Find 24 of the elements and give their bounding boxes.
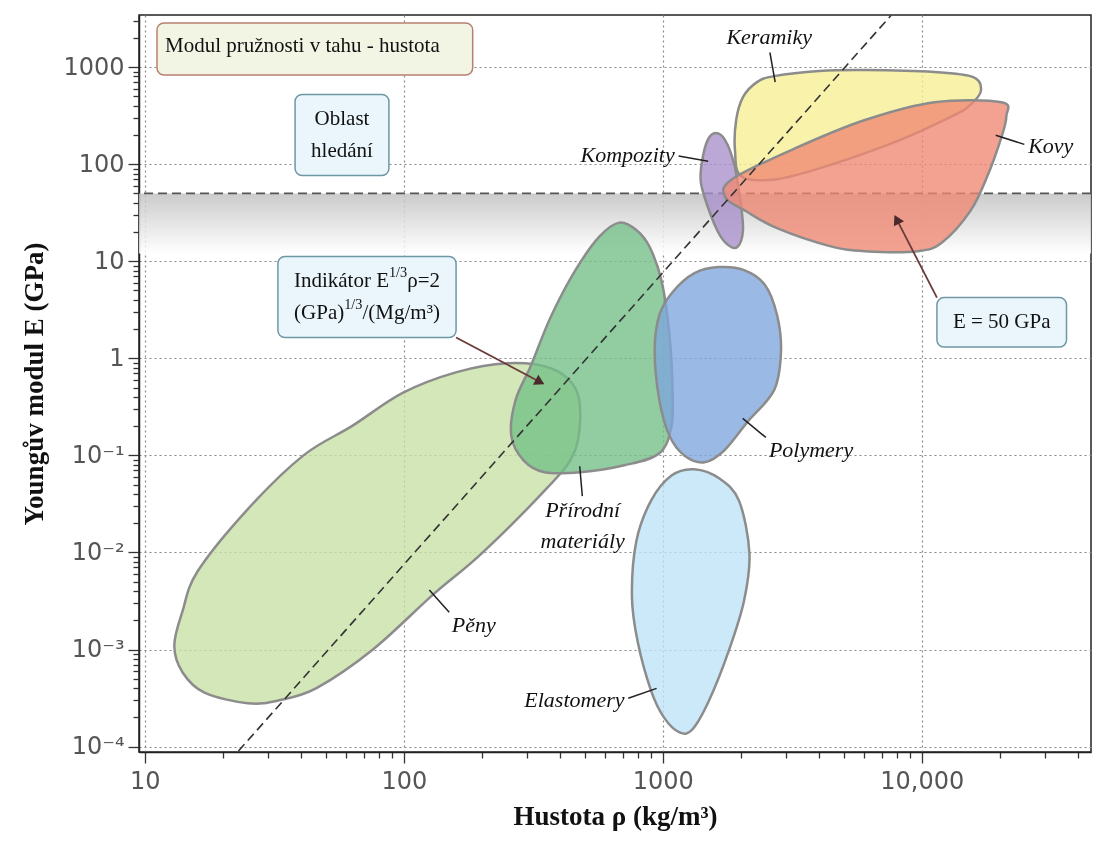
y-tick-label: 10⁻³ bbox=[71, 635, 125, 664]
series-label: Elastomery bbox=[523, 686, 625, 712]
y-tick-label: 1000 bbox=[63, 52, 125, 81]
y-tick-label: 10⁻⁴ bbox=[71, 732, 125, 761]
series-label: Keramiky bbox=[725, 23, 813, 49]
y-tick-label: 1 bbox=[109, 343, 125, 372]
series-label: Kovy bbox=[1027, 132, 1074, 158]
x-tick-label: 1000 bbox=[632, 766, 694, 795]
annotation: Oblast hledání bbox=[311, 106, 374, 162]
series-label: Pěny bbox=[450, 612, 497, 638]
text: Modul pružnosti v tahu - hustota bbox=[165, 32, 441, 57]
x-tick-label: 10 bbox=[130, 766, 161, 795]
series-label: Kompozity bbox=[579, 142, 675, 168]
y-tick-label: 10⁻² bbox=[71, 537, 125, 566]
y-axis-title: Youngův modul E (GPa) bbox=[19, 242, 50, 526]
x-tick-label: 100 bbox=[381, 766, 428, 795]
x-tick-label: 10,000 bbox=[880, 766, 965, 795]
series-label: Přírodní materiály bbox=[540, 497, 626, 554]
series-label: Polymery bbox=[767, 436, 854, 462]
x-axis-title: Hustota ρ (kg/m³) bbox=[513, 800, 718, 831]
y-tick-label: 10 bbox=[93, 246, 125, 275]
annotation: E = 50 GPa bbox=[952, 309, 1052, 334]
y-tick-label: 100 bbox=[78, 149, 125, 178]
y-tick-label: 10⁻¹ bbox=[71, 440, 125, 469]
